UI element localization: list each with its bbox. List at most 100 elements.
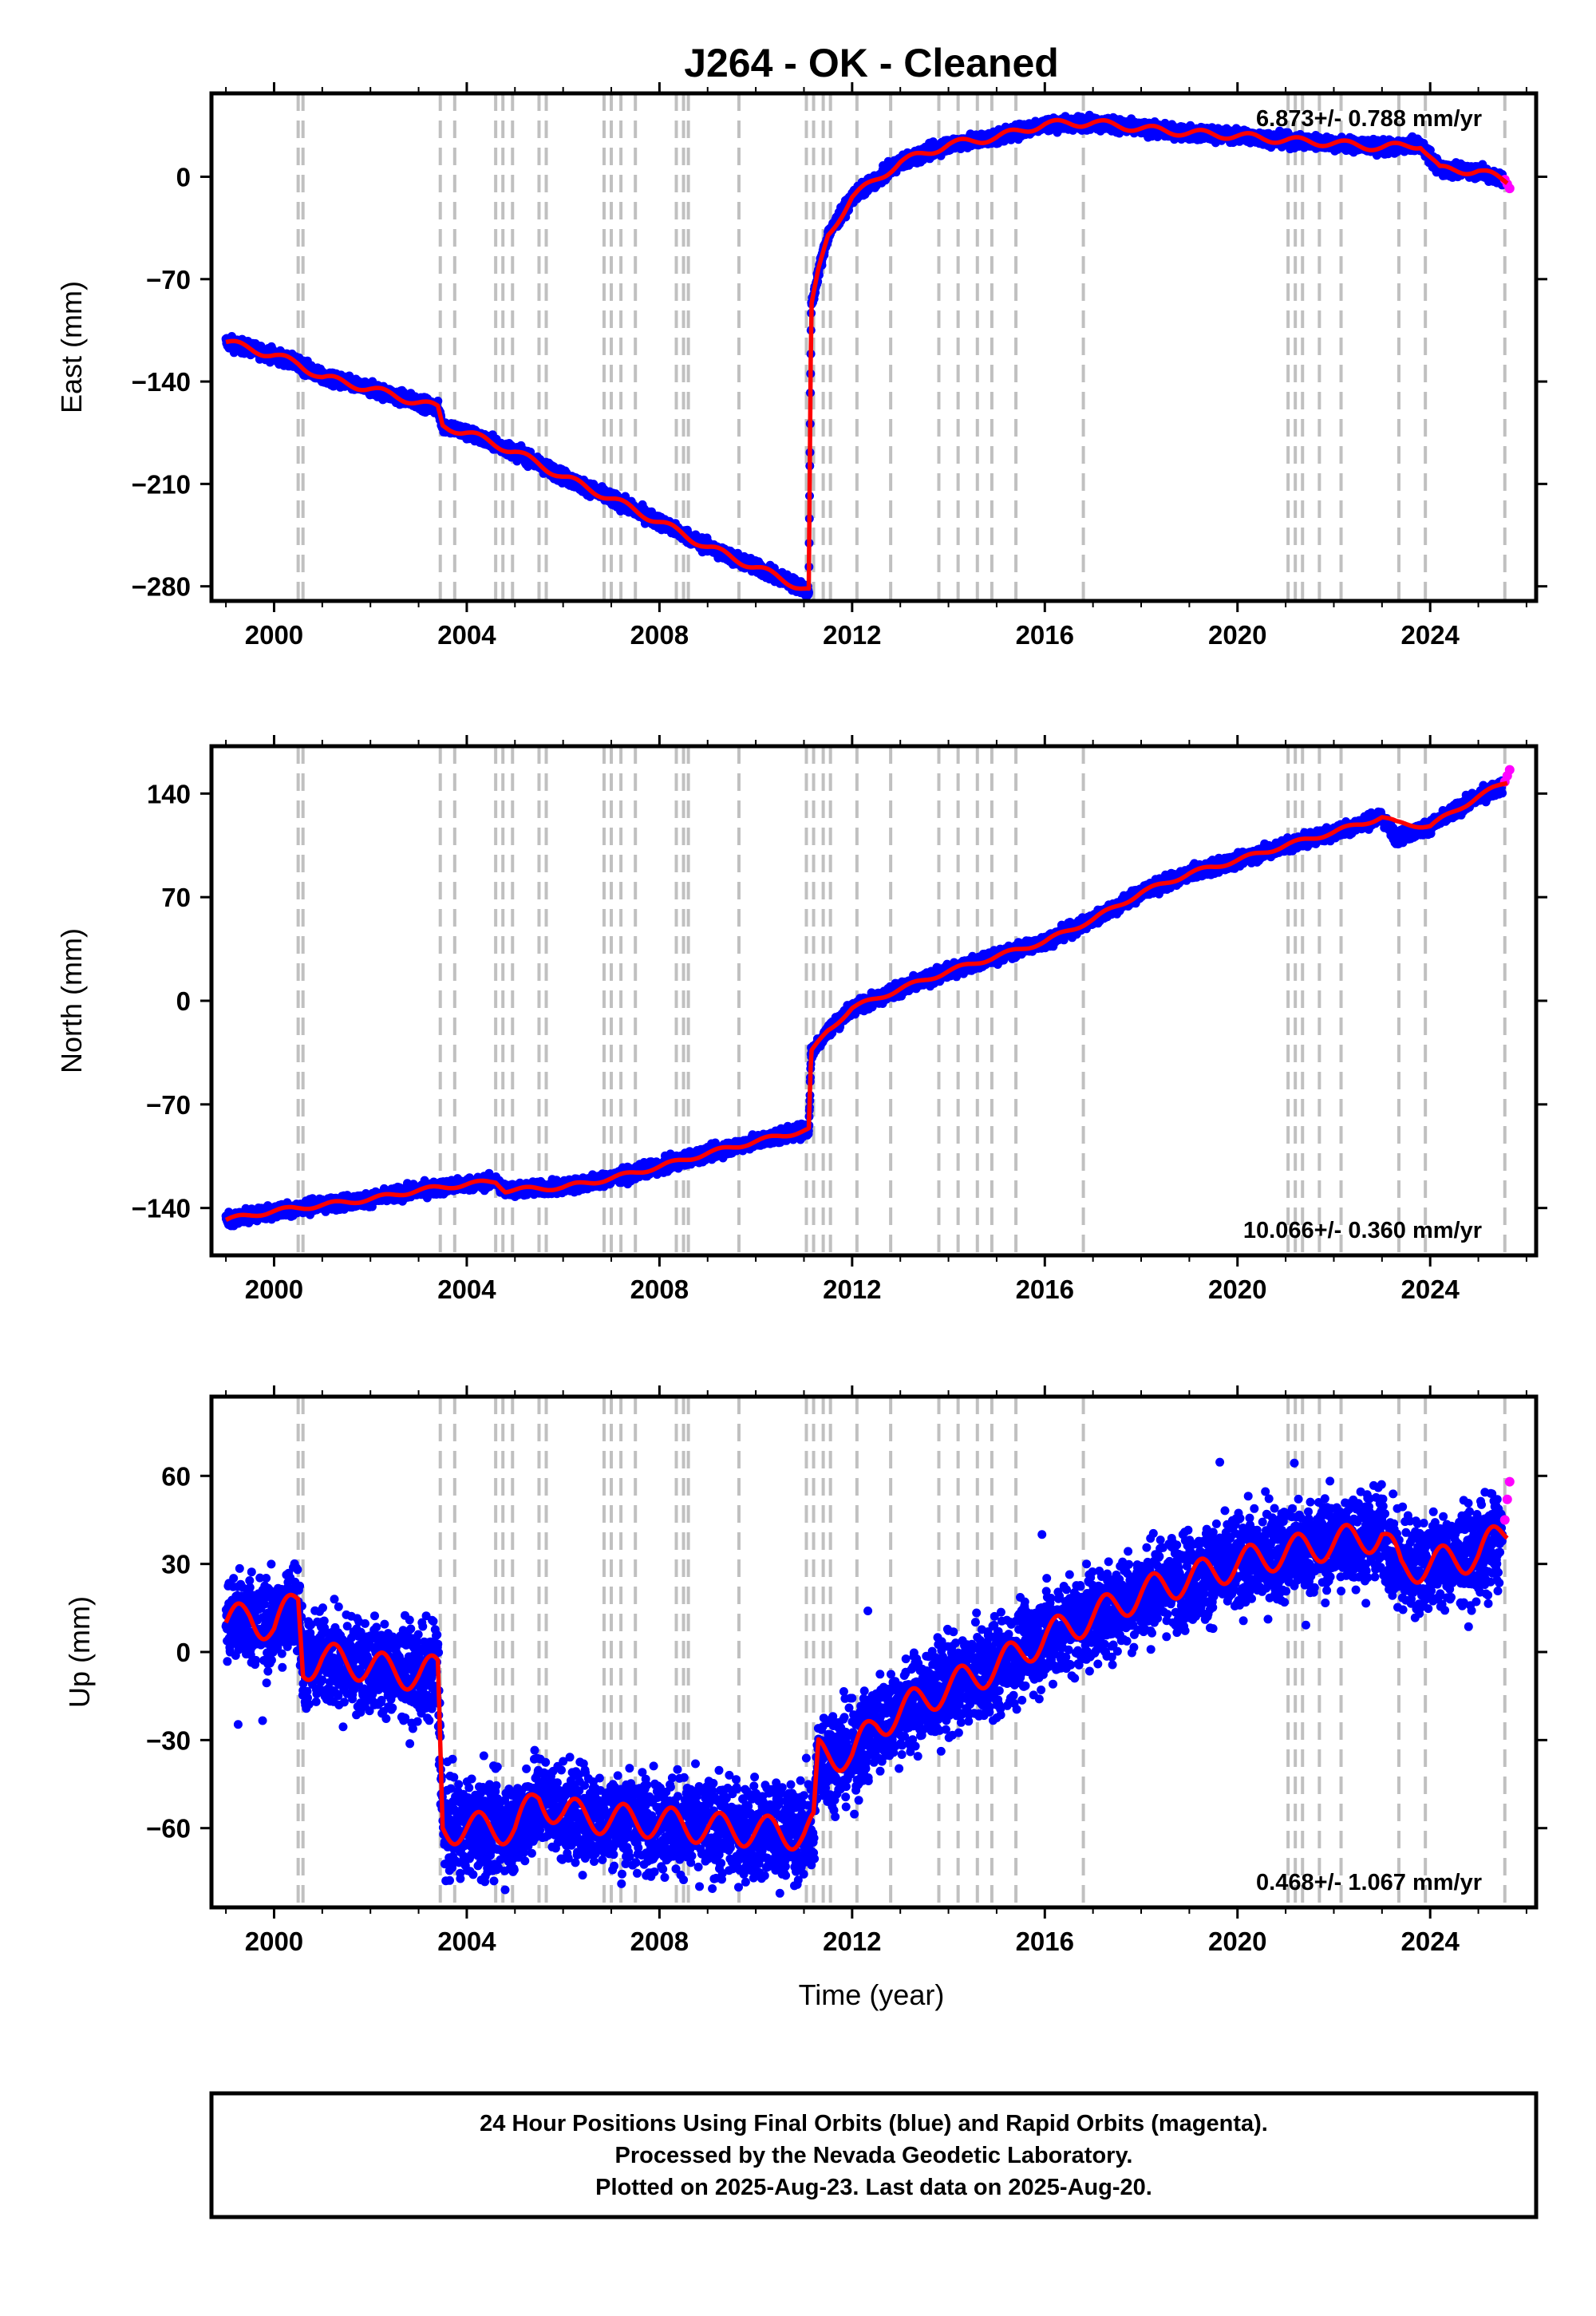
up-outlier-point [522,1764,531,1773]
up-ylabel: Up (mm) [63,1596,96,1708]
x-axis-title: Time (year) [799,1978,945,2011]
up-outlier-point [738,1824,748,1833]
east-ytick-label-1: −70 [146,265,191,294]
north-ytick-label-3: −70 [146,1090,191,1120]
up-event-lines [296,1397,1507,1907]
up-outlier-point [504,1801,514,1811]
up-outlier-point [662,1817,672,1827]
north-xtick-label-3: 2012 [823,1275,881,1304]
up-outlier-point [519,1843,529,1852]
east-ytick-label-4: −280 [132,572,191,602]
up-ytick-label-1: 30 [161,1550,191,1579]
east-frame [209,91,1539,603]
up-outlier-point [1125,1584,1135,1594]
up-outlier-point [334,1691,343,1701]
north-xtick-label-4: 2016 [1016,1275,1074,1304]
up-outlier-point [943,1626,953,1635]
up-outlier-point [1366,1556,1376,1566]
north-xtick-label-6: 2024 [1400,1275,1460,1304]
up-xtick-label-0: 2000 [245,1927,303,1956]
up-xtick-label-3: 2012 [823,1927,881,1956]
east-ytick-label-3: −210 [132,469,191,499]
up-outlier-point [237,1620,247,1630]
up-xtick-label-1: 2004 [437,1927,496,1956]
panel-east: 0 −70 −140 −210 −280 2000 2004 2008 2012 2016 2020… [55,82,1547,650]
east-xtick-label-5: 2020 [1208,620,1266,650]
up-outlier-point [479,1751,488,1761]
up-outlier-point [1398,1502,1408,1512]
up-outlier-point [338,1722,348,1732]
east-final-orbit-scatter [221,110,1507,600]
up-outlier-point [1077,1615,1087,1625]
east-rapid-point-2 [1504,184,1515,194]
north-ytick-label-4: −140 [132,1194,191,1223]
east-ylabel: East (mm) [55,281,88,413]
east-xtick-label-1: 2004 [437,620,496,650]
up-rapid-orbit-points [1499,1476,1515,1525]
up-final-orbit-points [221,1457,1507,1898]
up-ytick-label-4: −60 [146,1814,191,1844]
east-model-line [224,117,1509,591]
east-xtick-label-4: 2016 [1016,620,1074,650]
north-ytick-label-2: 0 [176,986,191,1016]
up-outlier-point [935,1654,945,1663]
up-outlier-point [1264,1494,1274,1504]
east-xtick-label-0: 2000 [245,620,303,650]
east-ytick-label-0: 0 [176,162,191,192]
up-xtick-label-6: 2024 [1400,1927,1460,1956]
north-xtick-label-2: 2008 [630,1275,689,1304]
east-event-lines [296,93,1507,601]
up-outlier-point [1361,1599,1371,1608]
up-outlier-point [796,1863,806,1872]
up-outlier-point [695,1882,705,1891]
up-model-line [223,1523,1509,1852]
footer-line-3: Plotted on 2025-Aug-23. Last data on 202… [595,2175,1152,2200]
up-frame [209,1394,1539,1910]
footer-line-2: Processed by the Nevada Geodetic Laborat… [615,2143,1133,2168]
up-ytick-label-0: 60 [161,1461,191,1491]
up-outlier-point [1273,1528,1282,1537]
up-outlier-point [429,1644,439,1654]
up-outlier-point [1414,1599,1424,1609]
chart-title: J264 - OK - Cleaned [684,41,1059,85]
up-final-orbit-scatter [221,1476,1507,1898]
up-outlier-point [1234,1596,1243,1606]
up-outlier-point [1403,1511,1412,1520]
north-rapid-point-2 [1504,765,1515,775]
north-ytick-label-1: 70 [161,883,191,912]
up-outlier-point [983,1630,993,1640]
up-outlier-point [1151,1550,1160,1559]
north-xtick-label-5: 2020 [1208,1275,1266,1304]
up-outlier-point [621,1859,630,1868]
up-outlier-point [790,1862,800,1871]
up-outlier-point [980,1689,990,1698]
up-outlier-point [354,1668,363,1678]
up-outlier-point [1215,1457,1225,1467]
east-rate-label: 6.873+/- 0.788 mm/yr [1256,106,1482,132]
north-ytick-label-0: 140 [147,779,191,808]
up-rapid-point-0 [1499,1515,1510,1525]
up-rate-label: 0.468+/- 1.067 mm/yr [1256,1870,1482,1895]
up-outlier-point [1386,1560,1396,1570]
up-xtick-label-5: 2020 [1208,1927,1266,1956]
up-outlier-point [801,1753,811,1763]
up-outlier-point [1487,1548,1497,1558]
north-xtick-label-0: 2000 [245,1275,303,1304]
footer-line-1: 24 Hour Positions Using Final Orbits (bl… [480,2111,1268,2136]
up-outlier-point [1290,1458,1299,1468]
east-xtick-label-6: 2024 [1400,620,1460,650]
east-xtick-label-3: 2012 [823,620,881,650]
up-outlier-point [1301,1620,1310,1630]
up-xtick-label-2: 2008 [630,1927,689,1956]
east-ytick-label-2: −140 [132,367,191,397]
up-outlier-point [1329,1563,1339,1572]
up-outlier-point [1155,1600,1164,1610]
up-outlier-point [994,1638,1004,1648]
up-ytick-label-2: 0 [176,1638,191,1667]
up-ytick-label-3: −30 [146,1725,191,1755]
up-outlier-point [233,1720,243,1729]
up-outlier-point [863,1606,873,1615]
north-ylabel: North (mm) [55,928,88,1073]
north-xtick-label-1: 2004 [437,1275,496,1304]
up-outlier-point [839,1775,849,1784]
